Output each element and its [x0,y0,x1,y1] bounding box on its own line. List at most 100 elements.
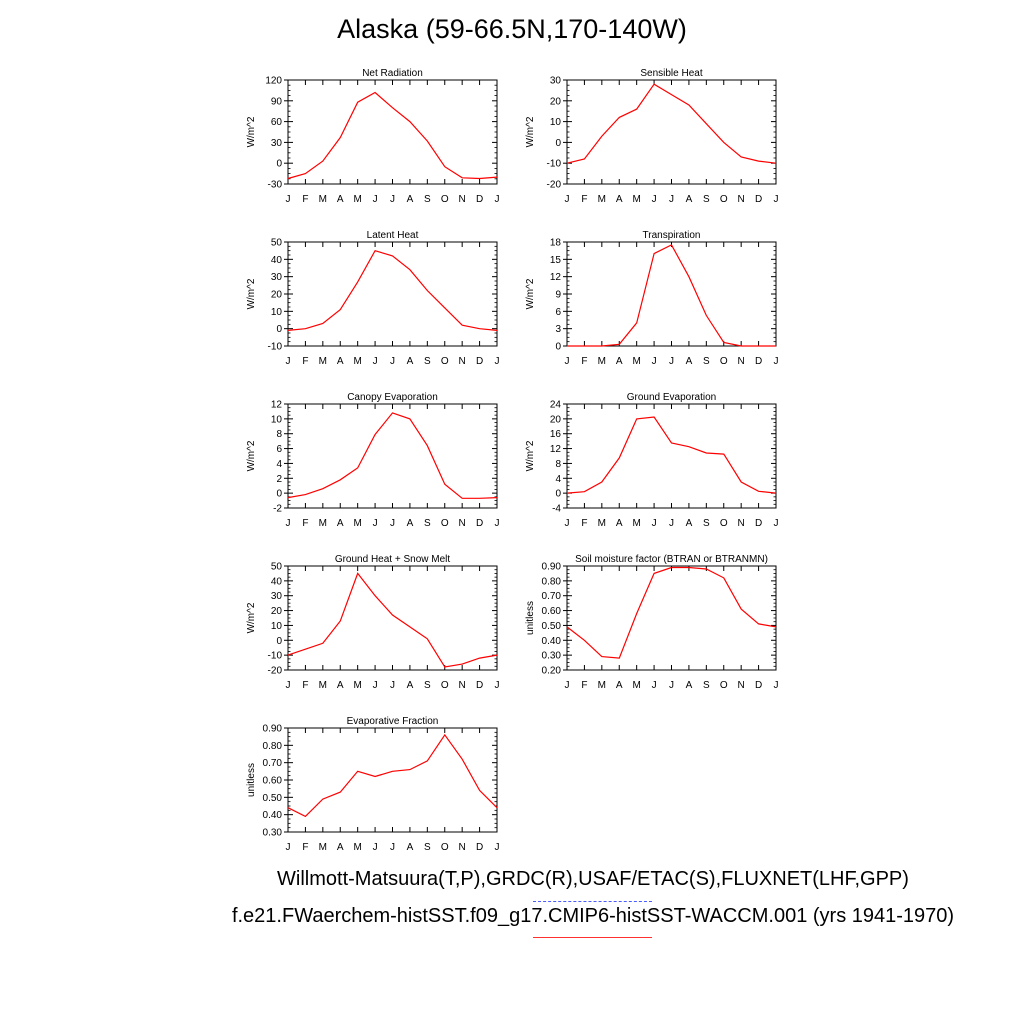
legend-model-text: f.e21.FWaerchem-histSST.f09_g17.CMIP6-hi… [231,905,955,927]
y-tick-label: 0 [276,159,282,170]
x-tick-label: M [632,194,640,205]
panel-frame [287,403,498,509]
x-tick-label: M [319,194,327,205]
x-tick-label: M [353,356,361,367]
x-tick-label: S [424,518,431,529]
series-line [567,244,776,347]
y-tick-label: -20 [547,180,562,191]
x-tick-label: J [652,356,657,367]
x-tick-label: M [353,842,361,853]
x-tick-label: J [373,842,378,853]
series-line [566,566,777,659]
x-tick-label: A [616,680,623,691]
legend-observations-swatch [533,901,652,902]
y-tick-label: -2 [273,504,282,515]
y-tick-label: -10 [268,651,283,662]
y-tick-label: 30 [271,591,283,602]
series-line [287,412,498,499]
panel-frame [566,403,777,509]
y-tick-label: 24 [550,400,562,411]
x-tick-label: N [738,356,745,367]
x-tick-label: J [652,194,657,205]
x-tick-label: J [373,518,378,529]
x-tick-label: J [774,194,779,205]
series-line [566,416,777,494]
x-tick-label: M [632,518,640,529]
x-tick-label: M [632,680,640,691]
x-tick-label: N [738,680,745,691]
y-tick-label: 30 [271,138,283,149]
x-tick-label: O [720,356,728,367]
x-tick-label: J [495,356,500,367]
x-tick-label: J [669,356,674,367]
x-tick-label: O [441,842,449,853]
x-tick-label: J [286,194,291,205]
x-tick-label: M [353,194,361,205]
y-axis-label: W/m^2 [525,278,536,309]
y-axis-label: W/m^2 [246,278,257,309]
series-line [287,733,498,818]
x-tick-label: N [459,518,466,529]
y-tick-label: 0.30 [263,828,283,839]
x-tick-label: F [581,194,587,205]
y-tick-label: 20 [271,290,283,301]
y-tick-label: 16 [550,429,562,440]
x-tick-label: J [565,518,570,529]
x-tick-label: F [302,356,308,367]
x-tick-label: O [441,680,449,691]
y-tick-label: 30 [550,76,562,87]
x-tick-label: F [581,518,587,529]
y-tick-label: 60 [271,117,283,128]
y-tick-label: 10 [271,307,283,318]
x-tick-label: O [720,518,728,529]
y-tick-label: 12 [550,272,562,283]
x-tick-label: S [703,518,710,529]
x-tick-label: N [459,356,466,367]
x-tick-label: M [632,356,640,367]
x-tick-label: J [652,518,657,529]
x-tick-label: A [337,356,344,367]
x-tick-label: J [390,842,395,853]
series-line [566,83,777,164]
x-tick-label: A [616,356,623,367]
x-tick-label: A [337,194,344,205]
x-tick-label: F [302,518,308,529]
series-line [287,91,498,180]
y-tick-label: 20 [550,414,562,425]
y-tick-label: -10 [547,159,562,170]
x-tick-label: M [598,680,606,691]
y-tick-label: 8 [276,429,282,440]
y-tick-label: 12 [550,444,562,455]
x-tick-label: A [407,842,414,853]
x-tick-label: A [337,842,344,853]
x-tick-label: J [669,518,674,529]
x-tick-label: A [337,680,344,691]
y-tick-label: 0.60 [542,606,562,617]
x-tick-label: J [390,680,395,691]
y-tick-label: 0 [555,489,561,500]
x-tick-label: J [286,680,291,691]
y-tick-label: 0.70 [542,591,562,602]
y-tick-label: 0 [276,324,282,335]
x-tick-label: S [424,194,431,205]
x-tick-label: J [565,194,570,205]
y-tick-label: 8 [555,459,561,470]
x-tick-label: J [373,680,378,691]
x-tick-label: J [373,356,378,367]
x-tick-label: D [476,356,483,367]
series-line [287,249,498,331]
x-tick-label: M [319,518,327,529]
panel-title: Canopy Evaporation [347,392,438,403]
panel-title: Evaporative Fraction [347,716,439,727]
x-tick-label: S [424,356,431,367]
x-tick-label: M [319,842,327,853]
x-tick-label: J [286,356,291,367]
y-axis-label: W/m^2 [246,116,257,147]
y-tick-label: 50 [271,562,283,573]
y-tick-label: 50 [271,238,283,249]
